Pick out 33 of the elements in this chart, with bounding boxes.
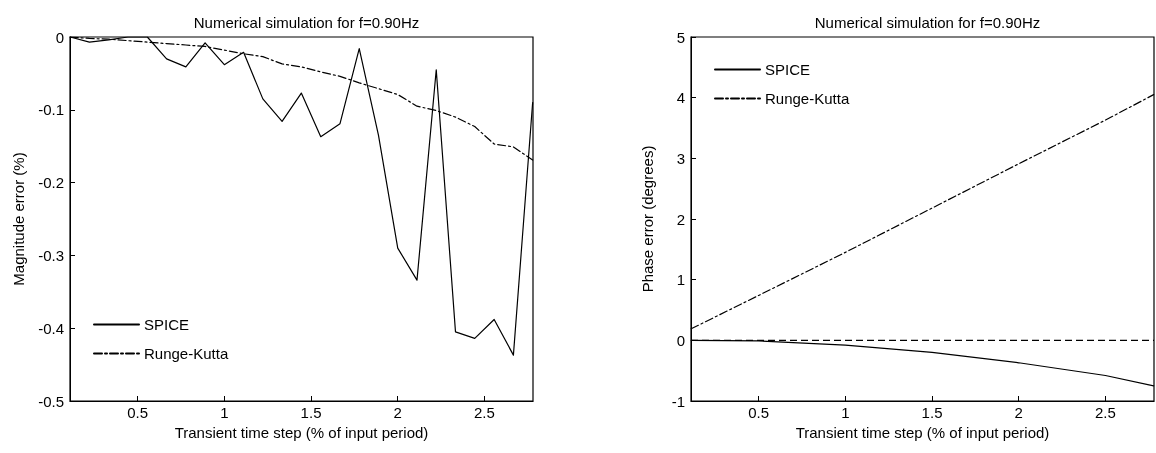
y-tick-label: -0.4 [38, 319, 64, 337]
x-tick-label: 2 [1014, 404, 1023, 421]
y-tick-label: 5 [676, 28, 685, 46]
x-tick-label: 1.5 [921, 404, 943, 421]
y-tick-label: 4 [676, 89, 685, 107]
x-tick-label: 1 [220, 404, 229, 421]
y-tick-label: 2 [676, 210, 685, 228]
chart-title: Numerical simulation for f=0.90Hz [814, 14, 1041, 31]
y-tick-label: -0.1 [38, 101, 64, 119]
legend-label: Runge-Kutta [144, 345, 229, 362]
x-tick-label: 1 [841, 404, 850, 421]
y-tick-label: -0.2 [38, 174, 64, 192]
y-axis-title: Magnitude error (%) [10, 152, 27, 286]
y-tick-label: -0.3 [38, 246, 64, 264]
x-tick-label: 1.5 [300, 404, 322, 421]
y-tick-label: -1 [671, 392, 685, 410]
x-tick-label: 2.5 [1095, 404, 1116, 421]
x-tick-label: 0.5 [748, 404, 770, 421]
x-tick-label: 2.5 [474, 404, 495, 421]
y-axis-title: Phase error (degrees) [639, 145, 656, 293]
y-tick-label: 0 [676, 331, 685, 349]
x-axis-title: Transient time step (% of input period) [795, 424, 1050, 441]
legend-label: Runge-Kutta [765, 90, 850, 107]
x-tick-label: 0.5 [127, 404, 149, 421]
y-tick-label: -0.5 [38, 392, 64, 410]
y-tick-label: 3 [676, 149, 685, 167]
legend-label: SPICE [765, 61, 811, 78]
x-axis-title: Transient time step (% of input period) [174, 424, 429, 441]
y-tick-label: 1 [676, 271, 685, 289]
chart-title: Numerical simulation for f=0.90Hz [193, 14, 420, 31]
legend-label: SPICE [144, 316, 190, 333]
x-tick-label: 2 [393, 404, 402, 421]
y-tick-label: 0 [55, 28, 64, 46]
